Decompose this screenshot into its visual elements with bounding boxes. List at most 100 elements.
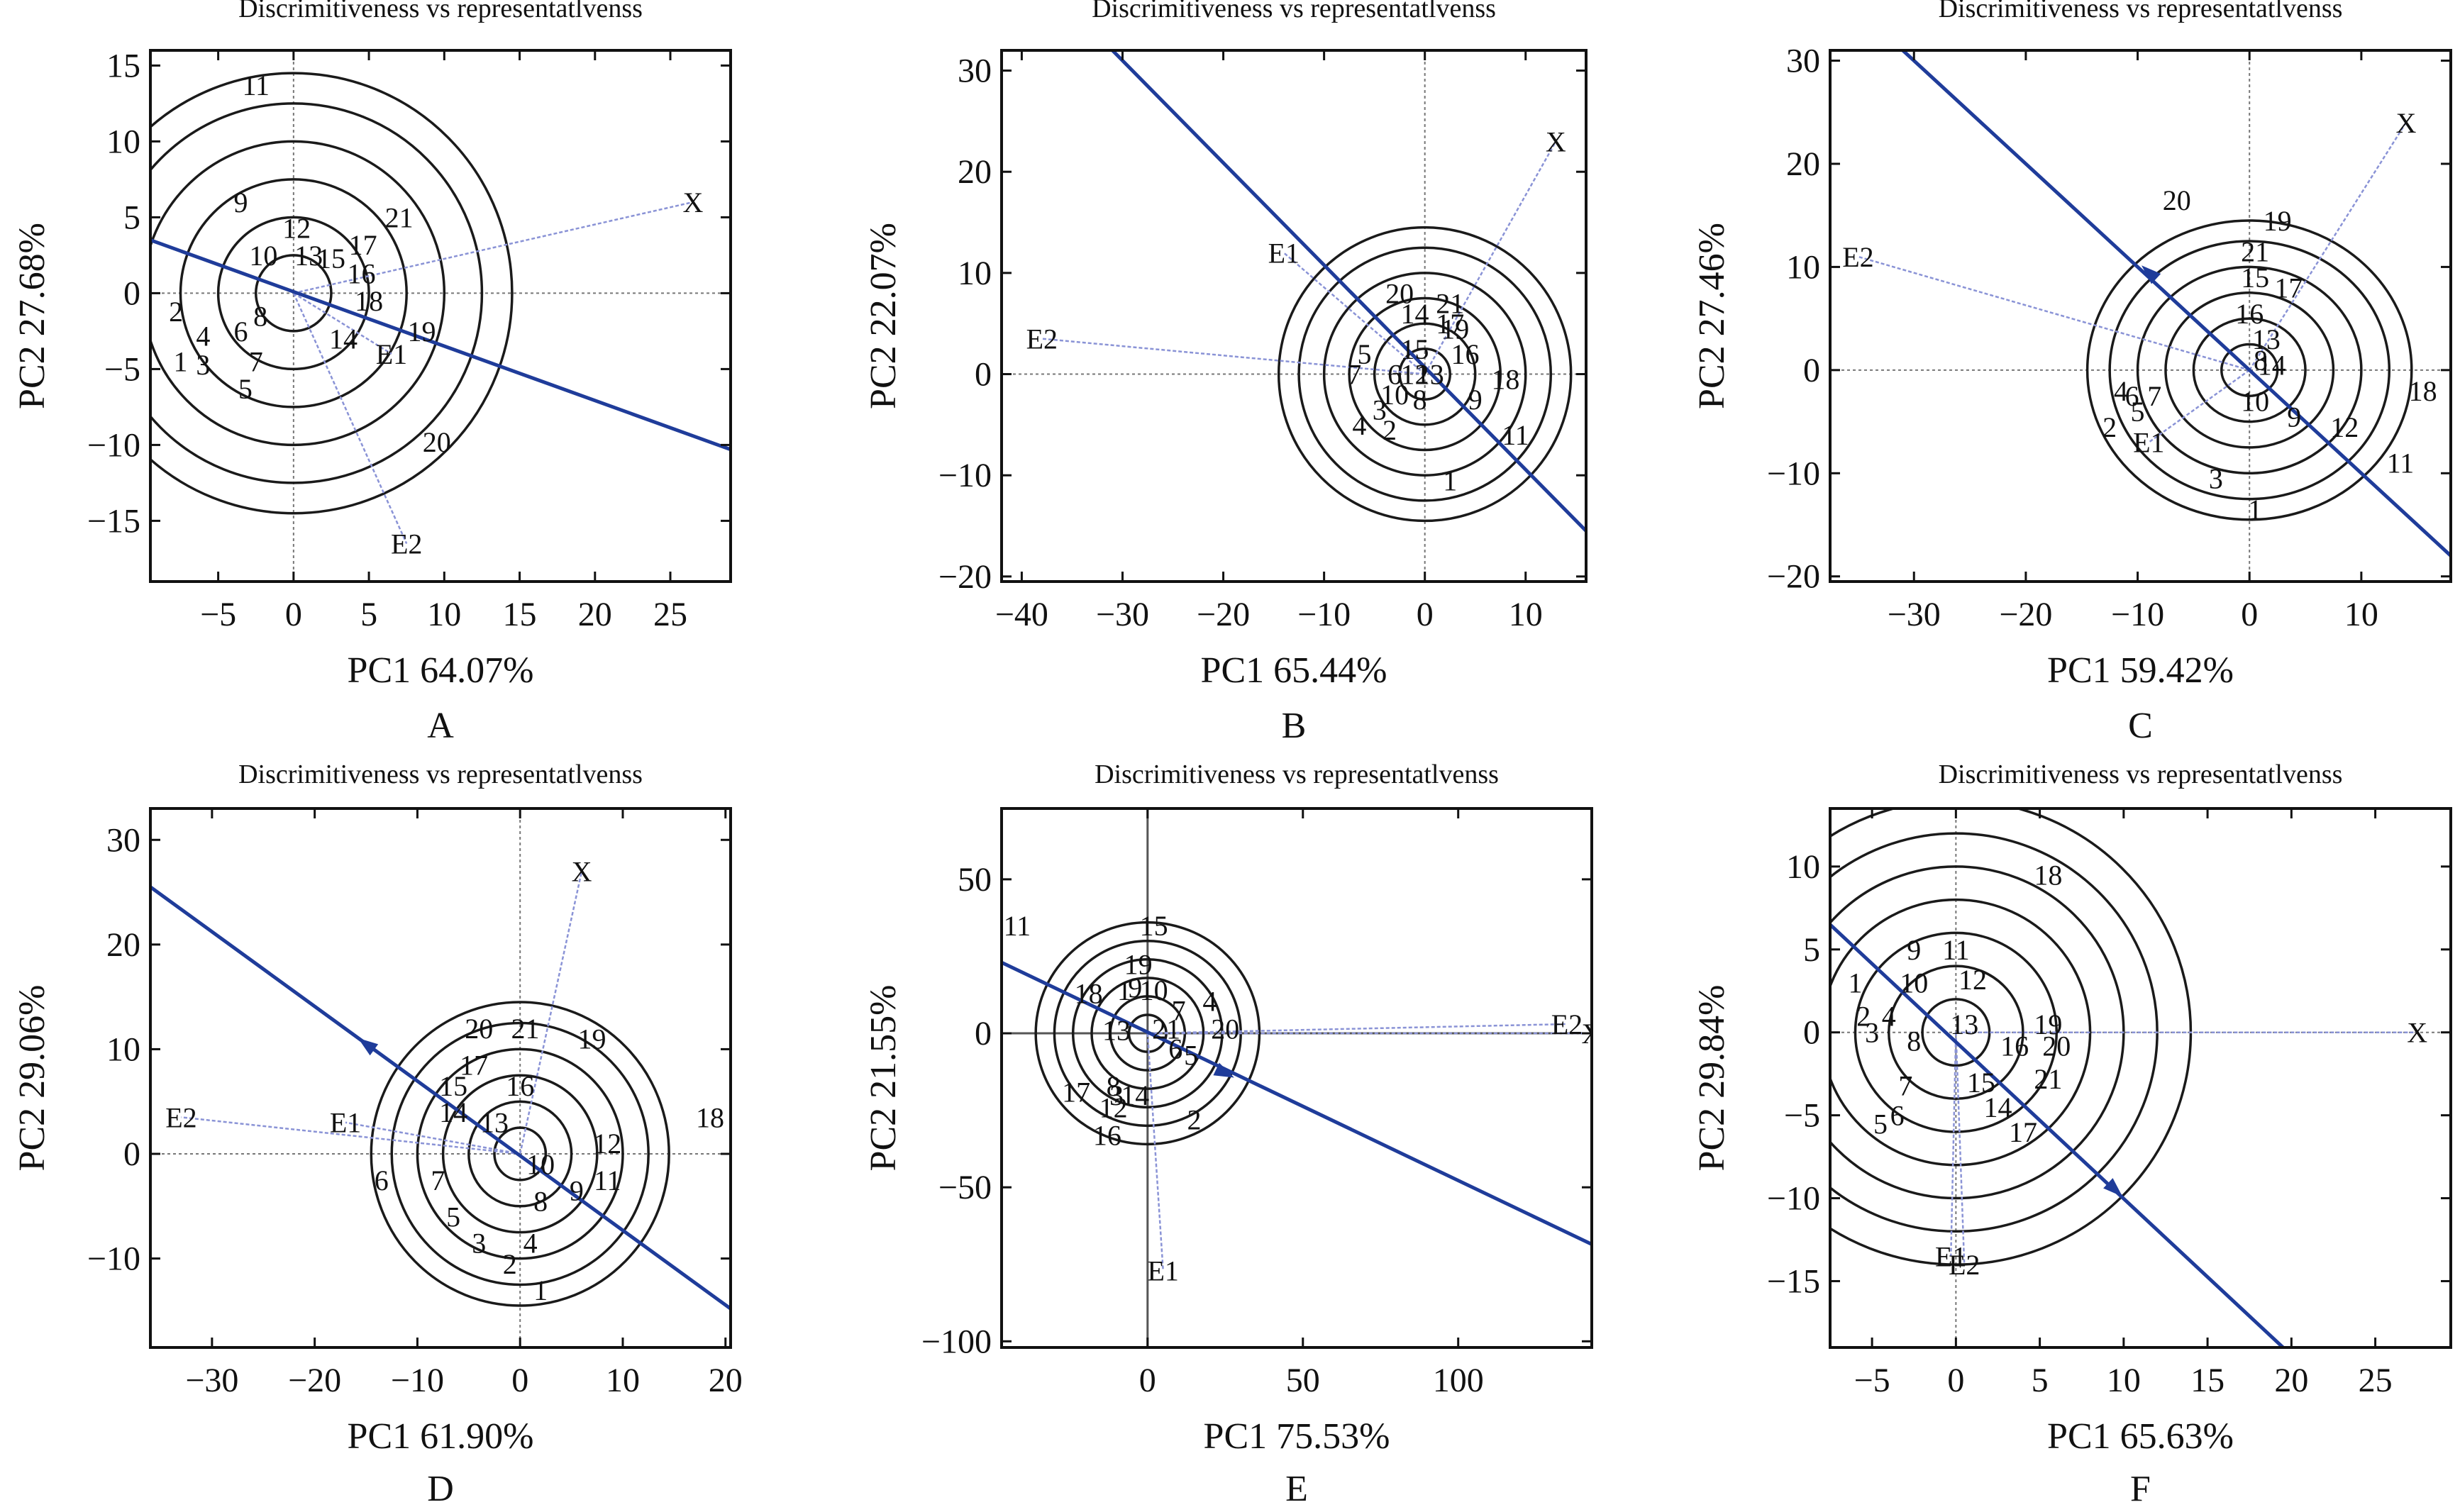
- genotype-label: 5: [238, 373, 253, 405]
- environment-label: E2: [1842, 241, 1873, 273]
- concentric-ring: [493, 1126, 548, 1182]
- panel-letter: B: [1282, 706, 1307, 746]
- y-tick-label: −100: [921, 1323, 992, 1360]
- y-tick-label: 30: [958, 52, 992, 90]
- environment-label: E2: [1026, 323, 1058, 355]
- genotype-label: 16: [1451, 338, 1480, 370]
- genotype-label: 2: [1856, 1000, 1871, 1032]
- genotype-label: 5: [2131, 396, 2145, 428]
- y-tick-label: 0: [1803, 352, 1820, 389]
- genotype-label: 13: [2252, 323, 2281, 355]
- average-environment-axis: [1901, 50, 2451, 557]
- genotype-label: 15: [439, 1070, 467, 1102]
- genotype-label: 16: [2000, 1030, 2029, 1062]
- concentric-ring: [441, 1074, 599, 1234]
- y-tick-label: 20: [958, 153, 992, 191]
- concentric-ring: [1830, 898, 2092, 1167]
- y-tick-label: 10: [1786, 848, 1820, 886]
- genotype-label: 20: [423, 426, 451, 458]
- genotype-label: 6: [1168, 1033, 1182, 1065]
- genotype-label: 20: [465, 1013, 493, 1045]
- environment-label: E2: [391, 528, 422, 560]
- genotype-label: 11: [1942, 934, 1970, 966]
- genotype-label: 2: [169, 296, 183, 328]
- genotype-label: 2: [1383, 414, 1397, 446]
- y-tick-label: −5: [1784, 1097, 1820, 1135]
- genotype-label: 6: [1387, 359, 1402, 391]
- x-tick-label: −5: [200, 596, 236, 633]
- vector-line: [181, 1116, 521, 1155]
- genotype-label: 3: [1865, 1017, 1879, 1049]
- genotype-label: 8: [2254, 344, 2268, 376]
- genotype-label: 2: [1187, 1104, 1201, 1136]
- genotype-label: 3: [472, 1227, 486, 1259]
- axis-arrowhead: [2142, 265, 2161, 284]
- y-tick-label: 30: [1786, 43, 1820, 80]
- environment-label: E1: [1147, 1255, 1178, 1286]
- concentric-ring: [1090, 977, 1205, 1090]
- environment-label: X: [2407, 1017, 2427, 1049]
- plot-frame: [1000, 49, 1588, 583]
- panel-f: Discrimitiveness vs representatlvenss123…: [1692, 760, 2452, 1509]
- x-axis-label: PC1 65.44%: [1201, 650, 1387, 691]
- x-tick-label: 10: [2344, 596, 2378, 633]
- genotype-label: 17: [2274, 272, 2303, 304]
- x-tick-label: 100: [1433, 1362, 1484, 1399]
- x-tick-label: −20: [1197, 596, 1250, 633]
- panels-group: Discrimitiveness vs representatlvenss123…: [12, 0, 2452, 1509]
- genotype-label: 4: [2114, 375, 2128, 407]
- genotype-label: 15: [1967, 1067, 1995, 1099]
- genotype-label: 6: [2125, 380, 2139, 412]
- y-tick-label: 15: [106, 47, 140, 84]
- panel-b: Discrimitiveness vs representatlvenss123…: [863, 0, 1588, 746]
- genotype-label: 10: [2241, 385, 2269, 417]
- x-tick-label: 5: [2032, 1362, 2049, 1399]
- genotype-label: 11: [242, 70, 270, 101]
- x-tick-label: 5: [360, 596, 377, 633]
- genotype-label: 5: [1873, 1108, 1888, 1140]
- y-tick-label: 10: [1786, 248, 1820, 286]
- genotype-label: 8: [1907, 1025, 1921, 1057]
- genotype-label: 9: [2287, 401, 2301, 433]
- plot-frame: [1829, 807, 2452, 1349]
- genotype-label: 9: [1907, 934, 1921, 966]
- x-tick-label: 15: [2190, 1362, 2224, 1399]
- axis-arrowhead: [1213, 1062, 1234, 1078]
- genotype-label: 21: [1152, 1013, 1180, 1045]
- genotype-label: 6: [375, 1164, 389, 1196]
- genotype-label: 16: [2235, 298, 2264, 330]
- genotype-label: 3: [196, 349, 210, 381]
- concentric-ring: [1322, 272, 1527, 477]
- genotype-label: 10: [249, 240, 277, 272]
- x-tick-label: −30: [1096, 596, 1149, 633]
- genotype-label: 20: [2042, 1030, 2071, 1062]
- concentric-ring: [1297, 246, 1553, 502]
- concentric-ring: [216, 216, 370, 371]
- average-environment-axis: [1002, 960, 1592, 1246]
- genotype-label: 19: [1124, 948, 1153, 980]
- y-tick-label: −10: [1767, 455, 1820, 492]
- genotype-label: 6: [233, 316, 248, 348]
- concentric-ring: [467, 1100, 573, 1208]
- x-tick-label: 0: [1947, 1362, 1964, 1399]
- genotype-label: 14: [1400, 298, 1429, 330]
- environment-label: E1: [330, 1107, 361, 1139]
- panel-letter: E: [1285, 1469, 1308, 1509]
- genotype-label: 1: [2248, 494, 2262, 526]
- x-tick-label: 25: [2359, 1362, 2393, 1399]
- y-tick-label: 0: [1803, 1014, 1820, 1052]
- concentric-ring: [2108, 240, 2391, 501]
- concentric-ring: [390, 1021, 650, 1286]
- genotype-label: 18: [355, 285, 383, 317]
- panel-title: Discrimitiveness vs representatlvenss: [238, 760, 643, 789]
- x-tick-label: −40: [995, 596, 1048, 633]
- environment-label: E1: [1935, 1240, 1966, 1272]
- environment-label: E2: [1949, 1249, 1980, 1281]
- genotype-label: 5: [1357, 338, 1371, 370]
- genotype-label: 7: [1898, 1070, 1912, 1102]
